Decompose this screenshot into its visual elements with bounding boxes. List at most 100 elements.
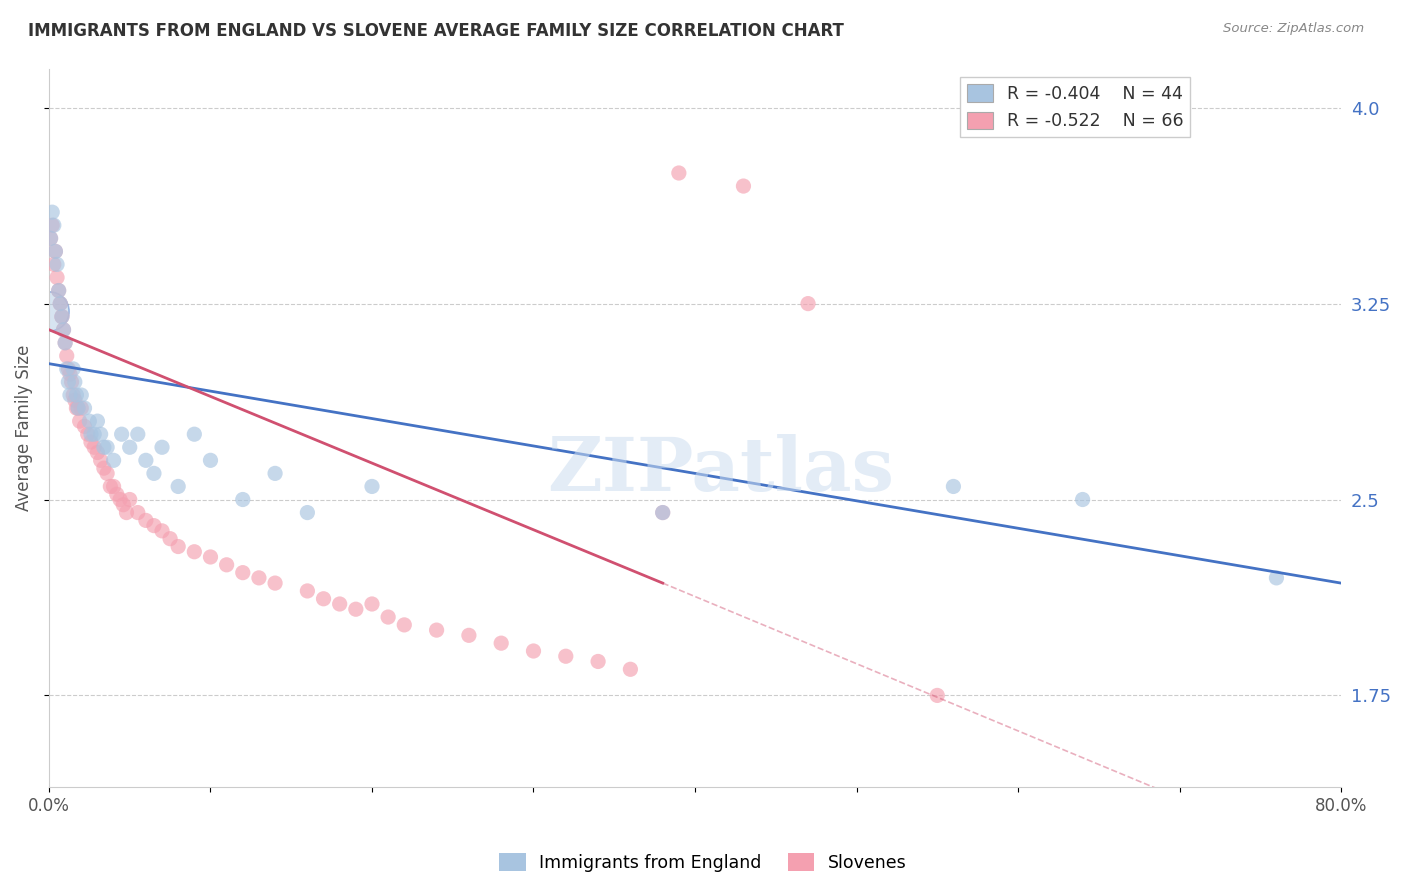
Point: [69, 414, 91, 428]
Point: [58, 375, 80, 389]
Point: [1071, 492, 1094, 507]
Point: [297, 506, 319, 520]
Point: [73, 401, 96, 415]
Point: [135, 453, 157, 467]
Point: [46, 257, 69, 271]
Point: [329, 597, 352, 611]
Point: [60, 375, 83, 389]
Point: [264, 467, 287, 481]
Point: [93, 440, 115, 454]
Point: [90, 427, 112, 442]
Point: [55, 349, 77, 363]
Point: [62, 388, 84, 402]
Point: [86, 414, 108, 428]
Point: [59, 388, 82, 402]
Y-axis label: Average Family Size: Average Family Size: [15, 344, 32, 511]
Point: [62, 362, 84, 376]
Point: [733, 179, 755, 194]
Point: [232, 492, 254, 507]
Point: [115, 506, 138, 520]
Point: [668, 166, 690, 180]
Point: [93, 461, 115, 475]
Point: [167, 479, 190, 493]
Point: [63, 393, 86, 408]
Point: [118, 492, 141, 507]
Point: [150, 524, 173, 538]
Point: [48, 284, 70, 298]
Point: [41, 205, 63, 219]
Point: [127, 506, 149, 520]
Point: [39, 231, 62, 245]
Point: [312, 591, 335, 606]
Point: [651, 506, 673, 520]
Point: [67, 401, 90, 415]
Point: [554, 649, 576, 664]
Point: [46, 270, 69, 285]
Point: [183, 427, 205, 442]
Point: [927, 689, 949, 703]
Point: [58, 362, 80, 376]
Point: [42, 257, 65, 271]
Point: [112, 498, 135, 512]
Point: [111, 427, 134, 442]
Point: [150, 440, 173, 454]
Point: [70, 401, 93, 415]
Point: [80, 435, 103, 450]
Point: [127, 427, 149, 442]
Point: [247, 571, 270, 585]
Point: [90, 453, 112, 467]
Point: [619, 662, 641, 676]
Point: [167, 540, 190, 554]
Point: [1265, 571, 1288, 585]
Point: [52, 323, 75, 337]
Point: [96, 440, 118, 454]
Point: [215, 558, 238, 572]
Point: [183, 545, 205, 559]
Point: [361, 479, 384, 493]
Point: [80, 427, 103, 442]
Point: [83, 427, 105, 442]
Text: IMMIGRANTS FROM ENGLAND VS SLOVENE AVERAGE FAMILY SIZE CORRELATION CHART: IMMIGRANTS FROM ENGLAND VS SLOVENE AVERA…: [28, 22, 844, 40]
Point: [52, 323, 75, 337]
Point: [98, 479, 121, 493]
Point: [105, 487, 128, 501]
Point: [39, 231, 62, 245]
Point: [44, 244, 66, 259]
Point: [44, 244, 66, 259]
Point: [142, 467, 165, 481]
Point: [264, 576, 287, 591]
Point: [38, 304, 60, 318]
Text: Source: ZipAtlas.com: Source: ZipAtlas.com: [1223, 22, 1364, 36]
Point: [59, 367, 82, 381]
Point: [79, 414, 101, 428]
Legend: R = -0.404    N = 44, R = -0.522    N = 66: R = -0.404 N = 44, R = -0.522 N = 66: [960, 78, 1191, 137]
Legend: Immigrants from England, Slovenes: Immigrants from England, Slovenes: [492, 847, 914, 879]
Point: [51, 310, 73, 324]
Point: [651, 506, 673, 520]
Point: [53, 335, 76, 350]
Point: [135, 513, 157, 527]
Point: [200, 453, 222, 467]
Point: [65, 388, 87, 402]
Point: [49, 296, 72, 310]
Text: ZIPatlas: ZIPatlas: [547, 434, 894, 508]
Point: [65, 401, 87, 415]
Point: [394, 618, 416, 632]
Point: [73, 419, 96, 434]
Point: [103, 479, 125, 493]
Point: [76, 427, 98, 442]
Point: [489, 636, 512, 650]
Point: [53, 335, 76, 350]
Point: [942, 479, 965, 493]
Point: [797, 296, 820, 310]
Point: [42, 219, 65, 233]
Point: [49, 296, 72, 310]
Point: [70, 388, 93, 402]
Point: [586, 655, 609, 669]
Point: [361, 597, 384, 611]
Point: [48, 284, 70, 298]
Point: [41, 219, 63, 233]
Point: [522, 644, 544, 658]
Point: [86, 445, 108, 459]
Point: [297, 583, 319, 598]
